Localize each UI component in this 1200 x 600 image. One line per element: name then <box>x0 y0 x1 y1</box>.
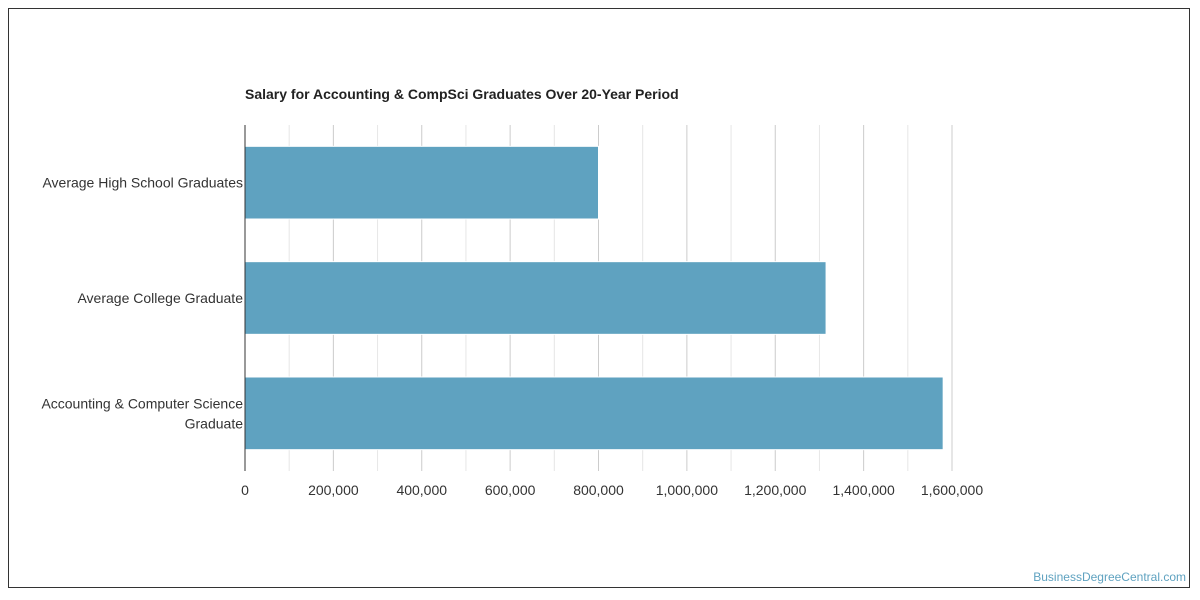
x-tick-label: 1,200,000 <box>744 482 806 498</box>
source-credit[interactable]: BusinessDegreeCentral.com <box>1033 570 1186 584</box>
x-tick-label: 600,000 <box>485 482 536 498</box>
bar-1[interactable] <box>244 261 827 335</box>
category-label: Average College Graduate <box>77 290 243 306</box>
category-label: Accounting & Computer Science <box>41 395 243 411</box>
x-tick-label: 0 <box>241 482 249 498</box>
category-label: Graduate <box>185 415 244 431</box>
x-tick-label: 1,000,000 <box>656 482 718 498</box>
category-label: Average High School Graduates <box>42 175 243 191</box>
x-tick-label: 1,600,000 <box>921 482 983 498</box>
category-labels: Average High School Graduates Average Col… <box>41 175 243 432</box>
x-tick-labels: 0 200,000 400,000 600,000 800,000 1,000,000 1,… <box>241 482 983 498</box>
bar-0[interactable] <box>244 145 599 220</box>
bars <box>244 145 944 451</box>
bar-2[interactable] <box>244 376 944 451</box>
x-tick-label: 200,000 <box>308 482 359 498</box>
chart-title: Salary for Accounting & CompSci Graduate… <box>245 86 679 102</box>
x-tick-label: 400,000 <box>396 482 447 498</box>
x-tick-label: 1,400,000 <box>832 482 894 498</box>
x-tick-label: 800,000 <box>573 482 624 498</box>
